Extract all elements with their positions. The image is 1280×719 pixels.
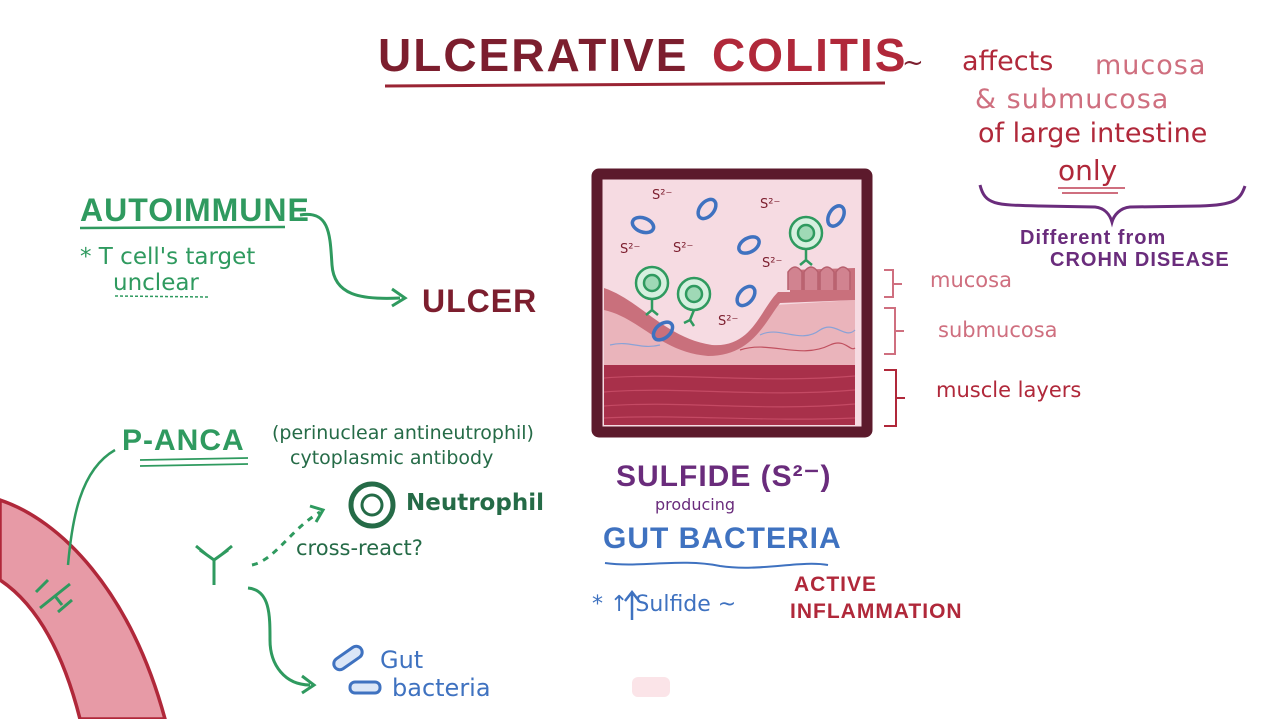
- ulcer-label: ULCER: [422, 283, 538, 319]
- active-text: ACTIVE: [794, 573, 878, 596]
- vessel-blue: [759, 326, 856, 337]
- t-cells: [634, 215, 824, 327]
- blood-vessel: [0, 498, 167, 719]
- panca-expansion-line1: (perinuclear antineutrophil): [272, 422, 534, 444]
- antibody-in-vessel: [34, 578, 73, 614]
- neutrophil-label: Neutrophil: [406, 490, 544, 516]
- gut-label-line2: bacteria: [392, 674, 491, 702]
- affects-mucosa: mucosa: [1095, 50, 1207, 81]
- unclear-underline: [114, 295, 209, 298]
- sulfide-heading: SULFIDE (S²⁻): [616, 460, 832, 493]
- cross-react-arrow: [251, 510, 321, 567]
- autoimmune-arrowhead: [391, 287, 408, 308]
- bacterium-icon-2: [348, 680, 382, 695]
- tissue-section: [591, 168, 873, 438]
- tissue-frame: [591, 168, 873, 438]
- different-from-text: Different from: [1020, 227, 1167, 249]
- sulfide-label-4: S²⁻: [673, 241, 694, 256]
- panca-underline: [139, 457, 249, 467]
- sulfide-label-1: S²⁻: [652, 188, 673, 203]
- layer-label-submucosa: submucosa: [938, 318, 1058, 342]
- gut-bacteria-underline: [604, 561, 829, 569]
- submucosa-bracket: [884, 307, 904, 355]
- affects-text: affects: [962, 46, 1054, 77]
- cross-react-label: cross-react?: [296, 536, 423, 560]
- affects-large-intestine: of large intestine: [978, 118, 1208, 149]
- sulfide-note: * ↑ Sulfide ~: [592, 592, 737, 617]
- villi: [787, 266, 851, 290]
- faint-mark: [632, 677, 670, 697]
- autoimmune-heading: AUTOIMMUNE: [80, 192, 310, 228]
- sulfide-label-5: S²⁻: [762, 256, 783, 271]
- title-part1: ULCERATIVE: [378, 29, 689, 81]
- submucosa-band: [604, 290, 855, 372]
- brace-bracket: [978, 184, 1247, 228]
- antibody-icon: [195, 544, 233, 585]
- bacterium-icon-1: [332, 644, 364, 672]
- sulfide-label-6: S²⁻: [718, 314, 739, 329]
- only-underline: [1058, 187, 1125, 194]
- panca-expansion-line2: cytoplasmic antibody: [290, 447, 494, 469]
- mucosa-bracket: [884, 269, 902, 298]
- sulfide-bacteria: [630, 197, 846, 342]
- inflammation-text: INFLAMMATION: [790, 600, 963, 623]
- gut-bacteria-arrow: [247, 586, 311, 687]
- autoimmune-arrow: [299, 212, 401, 300]
- neutrophil-icon: [348, 481, 396, 529]
- producing-text: producing: [655, 495, 736, 514]
- up-arrow-icon: [624, 589, 640, 620]
- panca-connector: [66, 448, 116, 566]
- vessel-red: [739, 342, 856, 352]
- crohn-disease-text: CROHN DISEASE: [1050, 249, 1230, 271]
- muscle-band: [604, 365, 855, 425]
- title-tilde: ~: [902, 48, 924, 78]
- autoimmune-underline: [79, 225, 286, 230]
- sulfide-label-3: S²⁻: [620, 242, 641, 257]
- autoimmune-note-line1: * T cell's target: [80, 244, 256, 270]
- gut-label-line1: Gut: [380, 646, 424, 674]
- cross-react-arrowhead: [309, 504, 326, 523]
- title-underline: [384, 81, 886, 88]
- affects-only: only: [1058, 154, 1118, 187]
- gut-bacteria-arrowhead: [301, 674, 317, 695]
- layer-label-mucosa: mucosa: [930, 268, 1012, 292]
- vessel-blue-left: [609, 342, 661, 348]
- title-part2: COLITIS: [712, 29, 908, 81]
- sulfide-label-2: S²⁻: [760, 197, 781, 212]
- panca-heading: P-ANCA: [122, 424, 245, 457]
- gut-bacteria-heading: GUT BACTERIA: [603, 522, 842, 555]
- autoimmune-note-line2: unclear: [113, 270, 199, 296]
- affects-submucosa: & submucosa: [975, 84, 1170, 115]
- muscle-fibers: [603, 375, 856, 420]
- muscle-bracket: [884, 369, 905, 427]
- layer-label-muscle: muscle layers: [936, 378, 1082, 402]
